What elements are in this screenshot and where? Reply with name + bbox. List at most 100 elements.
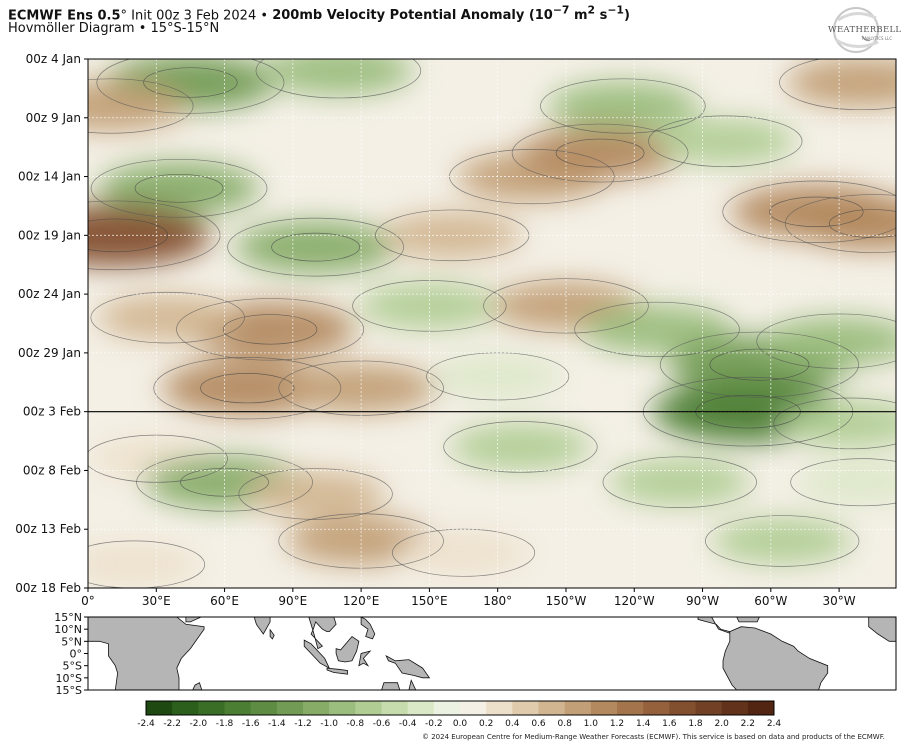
anomaly-feature-29 bbox=[450, 424, 591, 470]
weatherbell-logo bbox=[833, 7, 879, 53]
colorbar-tick-9: -0.6 bbox=[373, 719, 391, 729]
subtitle-diagram: Hovmöller Diagram bbox=[8, 21, 135, 36]
anomaly-feature-18 bbox=[582, 304, 733, 354]
contour-19 bbox=[659, 331, 859, 398]
map-lat-label-4: 5°S bbox=[63, 660, 82, 673]
colorbar-tick-15: 0.6 bbox=[531, 719, 546, 729]
subtitle-band: 15°S-15°N bbox=[150, 21, 220, 36]
contour-1 bbox=[255, 59, 422, 99]
title-model: ECMWF Ens 0.5 bbox=[8, 8, 121, 24]
plot-frame bbox=[87, 58, 897, 589]
contour-inner-14 bbox=[222, 314, 318, 345]
contour-12 bbox=[227, 217, 404, 277]
contour-8 bbox=[648, 115, 803, 168]
colorbar-tick-5: -1.4 bbox=[268, 719, 286, 729]
copyright-notice: © 2024 European Centre for Medium-Range … bbox=[422, 733, 885, 741]
anomaly-feature-31 bbox=[796, 461, 896, 504]
contour-inner-19 bbox=[709, 348, 810, 381]
map-lat-label-6: 15°S bbox=[56, 684, 82, 697]
title-field-post: ) bbox=[623, 8, 630, 24]
colorbar-tick-24: 2.4 bbox=[767, 719, 782, 729]
tick-label-x-9: 90°W bbox=[686, 594, 719, 608]
borneo bbox=[335, 635, 360, 663]
africa bbox=[88, 617, 205, 690]
tick-label-x-5: 150°E bbox=[411, 594, 448, 608]
india-tip bbox=[253, 617, 271, 635]
tick-label-y-3: 00z 19 Jan bbox=[18, 228, 81, 242]
colorbar-tick-8: -0.8 bbox=[347, 719, 365, 729]
title-field-mid2: s bbox=[595, 8, 608, 24]
colorbar-tick-23: 2.2 bbox=[741, 719, 755, 729]
colorbar-tick-10: -0.4 bbox=[399, 719, 417, 729]
colorbar-tick-16: 0.8 bbox=[558, 719, 573, 729]
anomaly-feature-35 bbox=[88, 543, 199, 586]
hovmoller-plot: 0° 30°E 60°E 90°E 120°E 150°E 180° 150°W 120°W 90… bbox=[15, 52, 897, 697]
tick-label-x-10: 60°W bbox=[754, 594, 787, 608]
colorbar-tick-0: -2.4 bbox=[137, 719, 155, 729]
colorbar-tick-18: 1.2 bbox=[610, 719, 624, 729]
title-sep: • bbox=[260, 8, 269, 24]
map-land bbox=[88, 617, 896, 690]
contour-15 bbox=[90, 291, 245, 344]
tick-label-y-5: 00z 29 Jan bbox=[18, 346, 81, 360]
tick-label-x-8: 120°W bbox=[614, 594, 655, 608]
tick-label-y-7: 00z 8 Feb bbox=[23, 463, 81, 477]
contour-3 bbox=[779, 59, 896, 111]
tick-label-y-4: 00z 24 Jan bbox=[18, 287, 81, 301]
contour-inner-5 bbox=[134, 173, 224, 203]
tick-label-x-4: 120°E bbox=[343, 594, 380, 608]
colorbar-tick-14: 0.4 bbox=[505, 719, 520, 729]
philippines bbox=[360, 617, 376, 640]
contour-31 bbox=[790, 458, 896, 507]
chart-subtitle: Hovmöller Diagram • 15°S-15°N bbox=[8, 21, 219, 36]
contour-10 bbox=[784, 194, 896, 253]
subtitle-sep: • bbox=[138, 21, 147, 36]
tick-label-x-0: 0° bbox=[81, 594, 95, 608]
title-field-pre: 200mb Velocity Potential Anomaly (10 bbox=[272, 8, 553, 24]
contour-30 bbox=[602, 456, 757, 508]
contour-inner-12 bbox=[271, 232, 360, 262]
title-exp1: −7 bbox=[552, 4, 570, 17]
chart-title: ECMWF Ens 0.5° Init 00z 3 Feb 2024 • 200… bbox=[8, 4, 630, 23]
map-strip: 15°N10°N5°N0°5°S10°S15°S bbox=[54, 611, 897, 697]
indochina bbox=[308, 617, 337, 650]
tick-label-x-11: 30°W bbox=[823, 594, 856, 608]
contour-29 bbox=[443, 421, 598, 473]
contour-35 bbox=[88, 540, 206, 588]
anomaly-feature-3 bbox=[786, 59, 896, 107]
colorbar-tick-11: -0.2 bbox=[425, 719, 443, 729]
anomaly-feature-12 bbox=[235, 221, 396, 274]
contour-inner-9 bbox=[769, 196, 864, 227]
tick-label-y-8: 00z 13 Feb bbox=[15, 522, 81, 536]
title-exp2: 2 bbox=[587, 4, 596, 17]
contour-inner-10 bbox=[828, 209, 896, 238]
contour-33 bbox=[391, 528, 536, 577]
tick-label-y-1: 00z 9 Jan bbox=[26, 111, 81, 125]
colorbar-tick-20: 1.6 bbox=[662, 719, 677, 729]
anomaly-feature-16 bbox=[359, 283, 500, 329]
colorbar-tick-7: -1.0 bbox=[320, 719, 338, 729]
contour-inner-7 bbox=[555, 138, 645, 168]
colorbar-tick-17: 1.0 bbox=[584, 719, 599, 729]
australia-north bbox=[372, 679, 421, 690]
colorbar-tick-4: -1.6 bbox=[242, 719, 260, 729]
contour-9 bbox=[722, 180, 896, 243]
map-lat-label-2: 5°N bbox=[61, 635, 82, 648]
west-africa bbox=[868, 617, 896, 642]
contour-17 bbox=[483, 278, 649, 334]
map-lat-label-0: 15°N bbox=[54, 611, 82, 624]
contour-28 bbox=[238, 468, 393, 520]
tick-label-y-2: 00z 14 Jan bbox=[18, 170, 81, 184]
colorbar-tick-2: -2.0 bbox=[190, 719, 208, 729]
south-america bbox=[722, 626, 829, 690]
contour-inner-21 bbox=[200, 373, 295, 404]
map-lat-label-3: 0° bbox=[70, 648, 83, 661]
contour-34 bbox=[705, 515, 860, 567]
caribbean bbox=[736, 617, 760, 623]
contour-4 bbox=[88, 78, 194, 134]
colorbar-tick-13: 0.2 bbox=[479, 719, 493, 729]
map-lat-label-5: 10°S bbox=[56, 672, 82, 685]
contour-2 bbox=[540, 78, 706, 134]
new-guinea bbox=[385, 654, 431, 679]
anomaly-feature-30 bbox=[609, 459, 750, 506]
